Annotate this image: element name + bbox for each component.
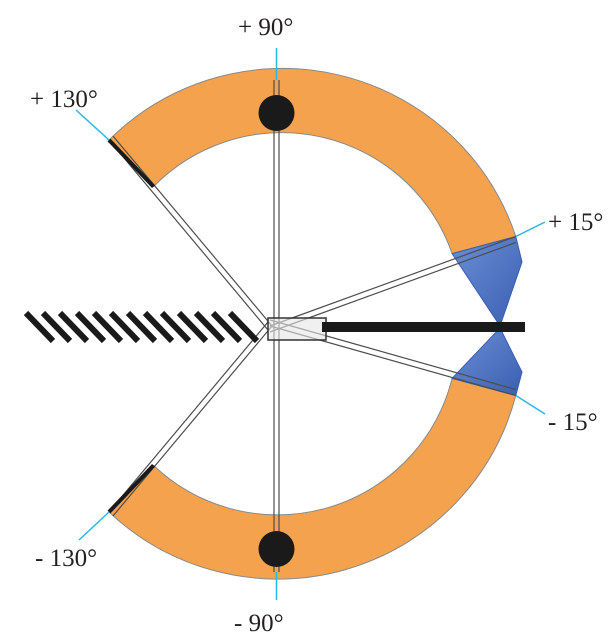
upper-band-edge [107,138,155,188]
label-plus-15: + 15° [548,209,603,236]
label-minus-15: - 15° [548,409,598,436]
label-plus-130: + 130° [30,86,98,113]
leader-lines [75,48,546,600]
label-minus-90: - 90° [234,610,284,637]
label-plus-90: + 90° [238,14,293,41]
pivot-box [267,317,327,341]
horizontal-rod [322,322,525,332]
top-marker [258,95,295,131]
label-minus-130: - 130° [35,545,97,572]
hatched-wall [23,310,260,344]
lower-orange-band [108,377,517,580]
bottom-marker [258,531,295,567]
lower-band-edge [107,464,155,514]
upper-orange-band [108,67,517,255]
